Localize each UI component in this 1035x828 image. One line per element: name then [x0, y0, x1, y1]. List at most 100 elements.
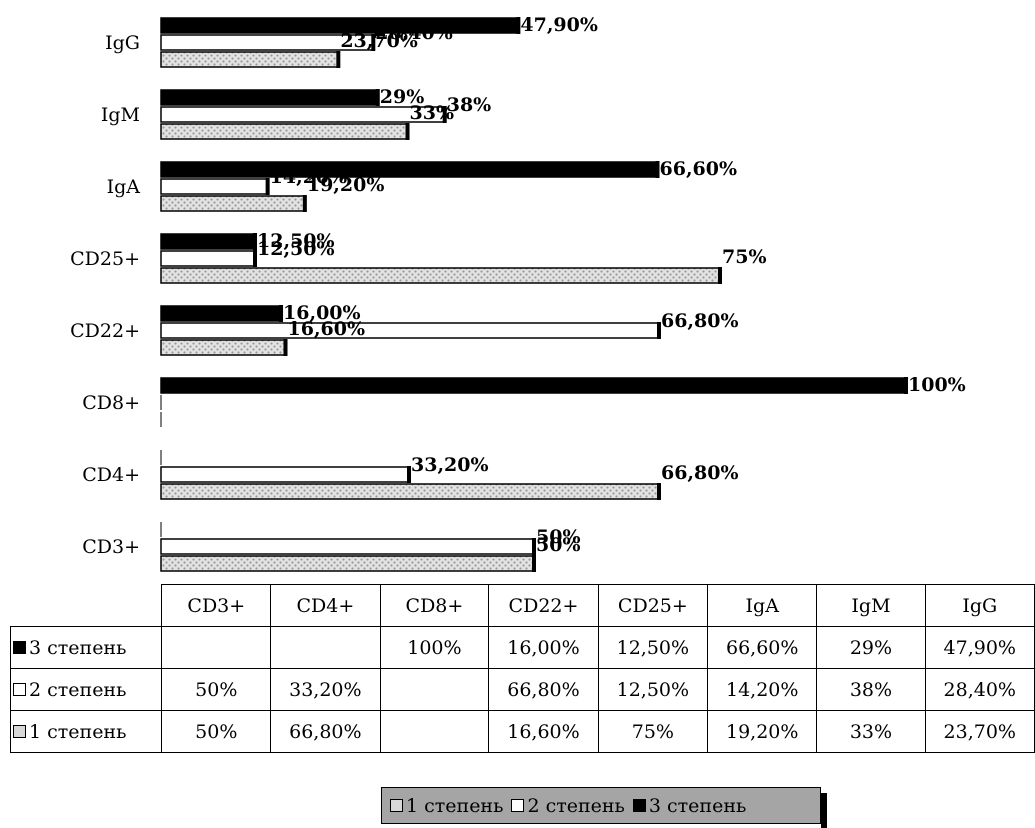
table-column-header: CD4+ [270, 584, 381, 627]
bar-cd25-series-0 [160, 233, 255, 250]
category-label-cd4: CD4+ [82, 464, 140, 486]
category-label-igm: IgM [101, 104, 140, 126]
bar-cd3-series-1 [160, 538, 534, 555]
bar-edge-cd22-series-2 [283, 339, 288, 356]
table-cell: 12,50% [597, 626, 709, 669]
data-label-cd25-series-2: 75% [722, 246, 767, 268]
table-column-header: CD3+ [161, 584, 272, 627]
data-label-cd22-series-0: 16,00% [283, 302, 361, 324]
bar-igm-series-1 [160, 106, 445, 123]
chart-legend: 1 степень 2 степень 3 степень [381, 787, 821, 824]
row-name: 1 степень [29, 720, 127, 743]
table-cell: 50% [161, 710, 272, 753]
bar-edge-iga-series-1 [265, 178, 270, 195]
bar-cd8-series-0 [160, 377, 906, 394]
table-cell: 66,80% [488, 668, 599, 711]
bar-cd22-series-2 [160, 339, 286, 356]
data-label-iga-series-2: 19,20% [307, 174, 385, 196]
table-column-header: CD22+ [488, 584, 599, 627]
data-label-cd22-series-1: 66,80% [661, 310, 739, 332]
table-column-header: IgM [816, 584, 926, 627]
table-column-header: IgA [707, 584, 818, 627]
category-label-iga: IgA [107, 176, 141, 198]
bar-edge-igm-series-0 [375, 89, 380, 106]
bar-edge-igg-series-1 [371, 34, 376, 51]
legend-key-icon [13, 682, 26, 696]
table-cell [161, 626, 272, 669]
data-label-iga-series-1: 14,20% [270, 166, 348, 188]
labels-layer: 47,90%28,40%23,70%29% 38%33%66,60%14,20%1… [257, 14, 966, 556]
table-column-header: IgG [924, 584, 1035, 627]
table-cell: 100% [379, 626, 490, 669]
table-cell: 75% [597, 710, 709, 753]
legend-item: 3 степень [632, 794, 747, 817]
category-labels: IgG IgM IgA CD25+ CD22+ CD8+ CD4+ CD3+ [70, 32, 140, 558]
bar-igm-series-2 [160, 123, 408, 140]
legend-label: 3 степень [648, 794, 747, 817]
table-cell: 33% [816, 710, 926, 753]
bar-edge-cd8-series-0 [904, 377, 908, 394]
bar-cd4-series-2 [160, 483, 659, 500]
bar-edge-cd4-series-2 [656, 483, 661, 500]
category-label-cd8: CD8+ [82, 392, 140, 414]
table-cell: 66,60% [707, 626, 818, 669]
data-label-igm-series-1: 38% [447, 94, 492, 116]
table-cell: 16,60% [488, 710, 599, 753]
category-label-cd22: CD22+ [70, 320, 140, 342]
category-label-cd3: CD3+ [82, 536, 140, 558]
category-label-igg: IgG [105, 32, 140, 54]
table-row-header: 1 степень [9, 710, 163, 753]
table-cell: 28,40% [924, 668, 1035, 711]
table-cell: 66,80% [270, 710, 381, 753]
table-cell: 16,00% [488, 626, 599, 669]
bar-edge-cd3-series-1 [532, 538, 536, 555]
bar-edge-cd3-series-2 [532, 555, 536, 572]
legend-key-icon [632, 798, 646, 812]
table-row-header: 3 степень [9, 626, 163, 669]
table-cell: 19,20% [707, 710, 818, 753]
bar-edge-cd22-series-1 [656, 322, 661, 339]
bar-chart: 47,90%28,40%23,70%29% 38%33%66,60%14,20%1… [70, 14, 966, 572]
table-cell [379, 668, 490, 711]
bar-igg-series-0 [160, 17, 519, 34]
data-label-igg-series-1: 28,40% [375, 22, 453, 44]
bars-layer [160, 17, 908, 572]
data-label-igg-series-2: 23,70% [340, 30, 418, 52]
data-label-cd3-series-1: 50% [536, 526, 581, 548]
legend-key-icon [13, 724, 26, 738]
bar-igm-series-0 [160, 89, 378, 106]
bar-iga-series-0 [160, 161, 658, 178]
table-cell [379, 710, 490, 753]
table-cell: 29% [816, 626, 926, 669]
bar-edge-iga-series-0 [655, 161, 660, 178]
bar-cd25-series-2 [160, 267, 720, 284]
legend-label: 1 степень [406, 794, 504, 817]
data-label-cd4-series-2: 66,80% [661, 462, 739, 484]
bar-edge-cd25-series-0 [253, 233, 257, 250]
table-cell: 23,70% [924, 710, 1035, 753]
table-cell: 50% [161, 668, 272, 711]
bar-edge-igg-series-2 [336, 51, 341, 68]
legend-key-icon [13, 640, 26, 654]
data-label-iga-series-0: 66,60% [660, 158, 738, 180]
legend-item: 2 степень [511, 794, 625, 817]
bar-cd4-series-1 [160, 466, 409, 483]
bar-iga-series-2 [160, 195, 305, 212]
bar-cd22-series-1 [160, 322, 659, 339]
table-row: 3 степень 100% 16,00% 12,50% 66,60% 29% 47,90% [9, 626, 1035, 669]
table-row: 2 степень 50% 33,20% 66,80% 12,50% 14,20% 38% 2… [9, 668, 1035, 711]
data-label-cd25-series-0: 12,50% [257, 230, 335, 252]
bar-edge-igg-series-0 [516, 17, 521, 34]
data-table: CD3+ CD4+ CD8+ CD22+ CD25+ IgA IgM IgG 3 степен… [9, 584, 1035, 753]
table-column-header: CD25+ [597, 584, 709, 627]
legend-label: 2 степень [527, 794, 625, 817]
bar-edge-igm-series-1 [442, 106, 447, 123]
bar-edge-cd22-series-0 [279, 305, 284, 322]
row-name: 3 степень [29, 636, 127, 659]
bar-cd3-series-2 [160, 555, 534, 572]
table-column-header: CD8+ [379, 584, 490, 627]
bar-edge-cd25-series-2 [718, 267, 722, 284]
legend-item: 1 степень [390, 795, 503, 817]
table-cell: 38% [816, 668, 926, 711]
table-cell: 14,20% [707, 668, 818, 711]
